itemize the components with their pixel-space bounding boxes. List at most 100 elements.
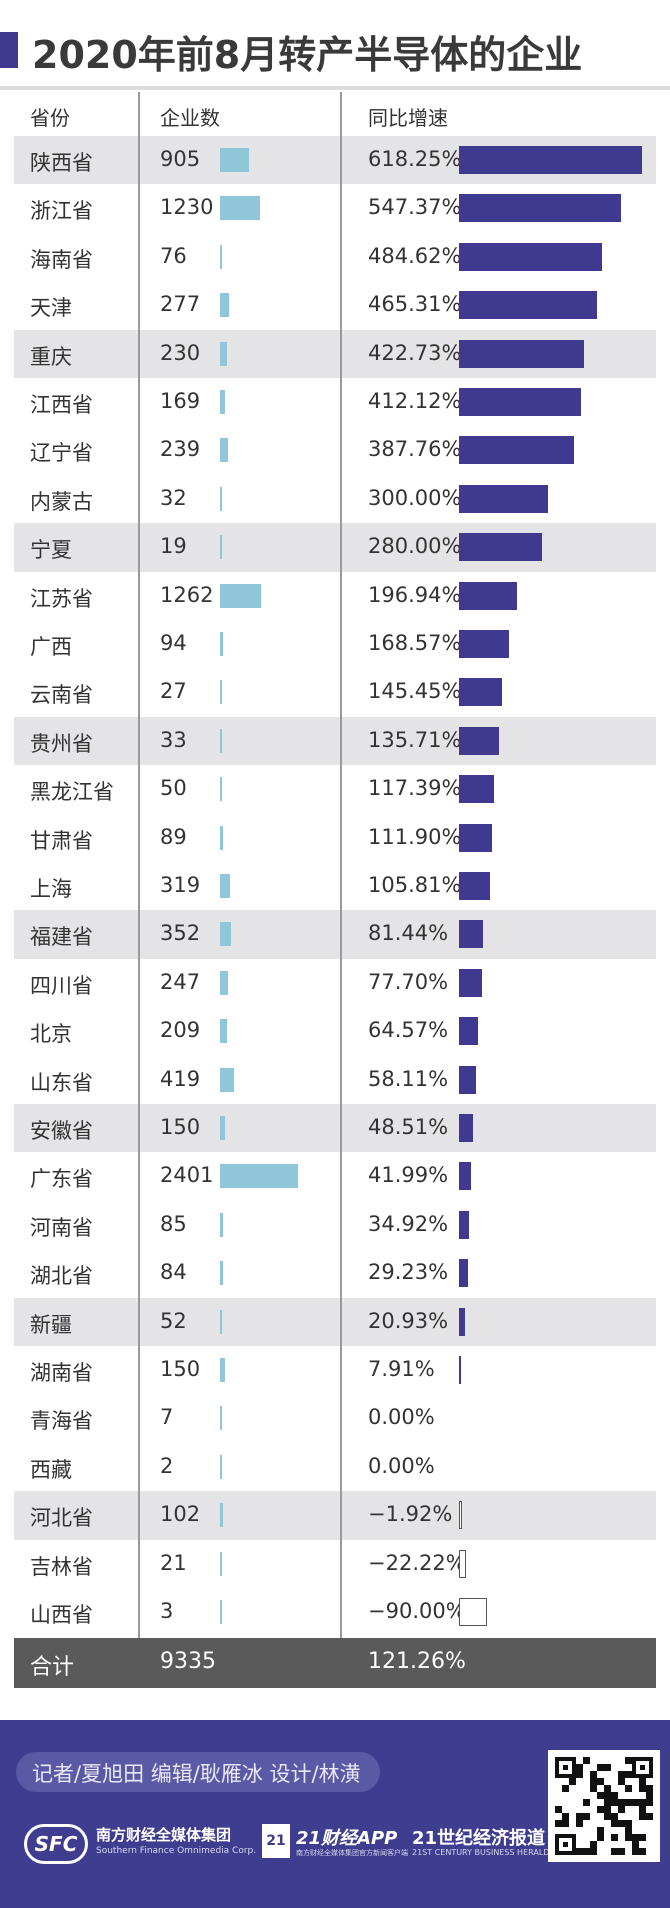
- province-label: 天津: [30, 296, 72, 321]
- growth-bar: [459, 146, 642, 174]
- qr-module: [590, 1841, 597, 1848]
- qr-module: [597, 1834, 604, 1841]
- province-label: 甘肃省: [30, 828, 93, 853]
- growth-bar: [459, 581, 518, 610]
- sfc-logo: SFC: [24, 1824, 88, 1864]
- table-row: 江苏省 1262 196.94%: [14, 572, 656, 620]
- growth-bar: [459, 1114, 474, 1142]
- count-label: 52: [160, 1308, 187, 1333]
- growth-label: 58.11%: [368, 1066, 449, 1091]
- count-bar: [220, 1067, 234, 1092]
- growth-bar-negative: [459, 1598, 487, 1626]
- table-row: 湖北省 84 29.23%: [14, 1249, 656, 1297]
- growth-bar: [459, 388, 581, 416]
- data-table: 省份 企业数 同比增速 陕西省 905 618.25% 浙江省 1230 547.37% 海…: [14, 92, 656, 1688]
- province-label: 云南省: [30, 683, 93, 708]
- province-label: 北京: [30, 1022, 72, 1047]
- growth-label: 484.62%: [368, 243, 462, 268]
- qr-module: [618, 1848, 625, 1855]
- qr-finder: [555, 1834, 576, 1855]
- growth-bar: [459, 533, 542, 562]
- count-label: 3: [160, 1599, 174, 1623]
- province-label: 四川省: [30, 973, 93, 998]
- count-label: 150: [160, 1115, 201, 1139]
- province-label: 河南省: [30, 1215, 93, 1240]
- qr-module: [639, 1806, 646, 1813]
- province-label: 山东省: [30, 1070, 93, 1095]
- qr-module: [639, 1848, 646, 1855]
- qr-module: [646, 1785, 653, 1792]
- province-label: 海南省: [30, 247, 93, 272]
- count-label: 319: [160, 873, 201, 897]
- count-label: 102: [160, 1502, 201, 1527]
- province-label: 湖南省: [30, 1361, 93, 1385]
- column-divider: [138, 92, 140, 1688]
- count-label: 19: [160, 534, 187, 559]
- qr-module: [625, 1834, 632, 1841]
- logo-21-badge: 21: [262, 1824, 290, 1858]
- qr-module: [618, 1771, 625, 1778]
- qr-module: [618, 1806, 625, 1813]
- growth-label: 547.37%: [368, 195, 462, 220]
- growth-bar: [459, 1356, 462, 1384]
- province-label: 福建省: [30, 925, 93, 950]
- growth-label: −1.92%: [368, 1502, 453, 1527]
- total-count: 9335: [160, 1649, 216, 1674]
- growth-label: −90.00%: [368, 1599, 466, 1623]
- table-row: 黑龙江省 50 117.39%: [14, 765, 656, 813]
- qr-module: [590, 1848, 597, 1855]
- province-label: 陕西省: [30, 151, 93, 175]
- count-bar: [220, 1116, 225, 1140]
- count-label: 89: [160, 824, 187, 849]
- province-label: 宁夏: [30, 538, 72, 563]
- growth-label: 300.00%: [368, 485, 462, 510]
- count-bar: [220, 922, 232, 947]
- sfc-logo-name: 南方财经全媒体集团: [96, 1826, 232, 1844]
- qr-module: [597, 1827, 604, 1834]
- qr-module: [625, 1757, 632, 1764]
- count-label: 27: [160, 679, 187, 704]
- count-bar: [220, 438, 228, 463]
- growth-bar: [459, 968, 482, 997]
- qr-module: [562, 1785, 569, 1792]
- province-label: 湖北省: [30, 1264, 93, 1289]
- count-label: 21: [160, 1550, 187, 1575]
- qr-module: [569, 1778, 576, 1785]
- growth-bar: [459, 823, 493, 852]
- logo-21app-subtitle: 南方财经全媒体集团官方新闻客户端: [296, 1849, 408, 1857]
- count-label: 94: [160, 631, 187, 655]
- table-row: 山东省 419 58.11%: [14, 1056, 656, 1104]
- qr-module: [597, 1764, 604, 1771]
- table-row: 上海 319 105.81%: [14, 862, 656, 910]
- count-bar: [220, 1454, 222, 1479]
- count-bar: [220, 390, 226, 414]
- province-label: 江苏省: [30, 586, 93, 611]
- province-label: 上海: [30, 877, 72, 901]
- count-label: 352: [160, 921, 201, 946]
- growth-label: 412.12%: [368, 389, 462, 413]
- province-label: 吉林省: [30, 1554, 93, 1579]
- qr-module: [583, 1757, 590, 1764]
- table-row: 江西省 169 412.12%: [14, 378, 656, 426]
- table-row: 广西 94 168.57%: [14, 620, 656, 668]
- count-label: 1262: [160, 582, 214, 607]
- growth-bar: [459, 436, 574, 465]
- qr-module: [604, 1792, 611, 1799]
- column-header: 省份 企业数 同比增速: [14, 92, 656, 136]
- count-label: 50: [160, 776, 187, 801]
- qr-finder: [555, 1757, 576, 1778]
- count-label: 33: [160, 727, 187, 752]
- table-row: 新疆 52 20.93%: [14, 1297, 656, 1346]
- growth-label: 0.00%: [368, 1405, 435, 1430]
- table-row: 甘肃省 89 111.90%: [14, 814, 656, 862]
- count-bar: [220, 1212, 223, 1237]
- qr-module: [618, 1820, 625, 1827]
- table-row: 辽宁省 239 387.76%: [14, 426, 656, 474]
- province-label: 辽宁省: [30, 441, 93, 466]
- growth-label: 20.93%: [368, 1308, 449, 1333]
- qr-code[interactable]: [548, 1750, 660, 1862]
- qr-module: [583, 1799, 590, 1806]
- credits-text: 记者/夏旭田 编辑/耿雁冰 设计/林潢: [32, 1762, 361, 1786]
- count-bar: [220, 632, 224, 656]
- count-bar: [220, 680, 222, 705]
